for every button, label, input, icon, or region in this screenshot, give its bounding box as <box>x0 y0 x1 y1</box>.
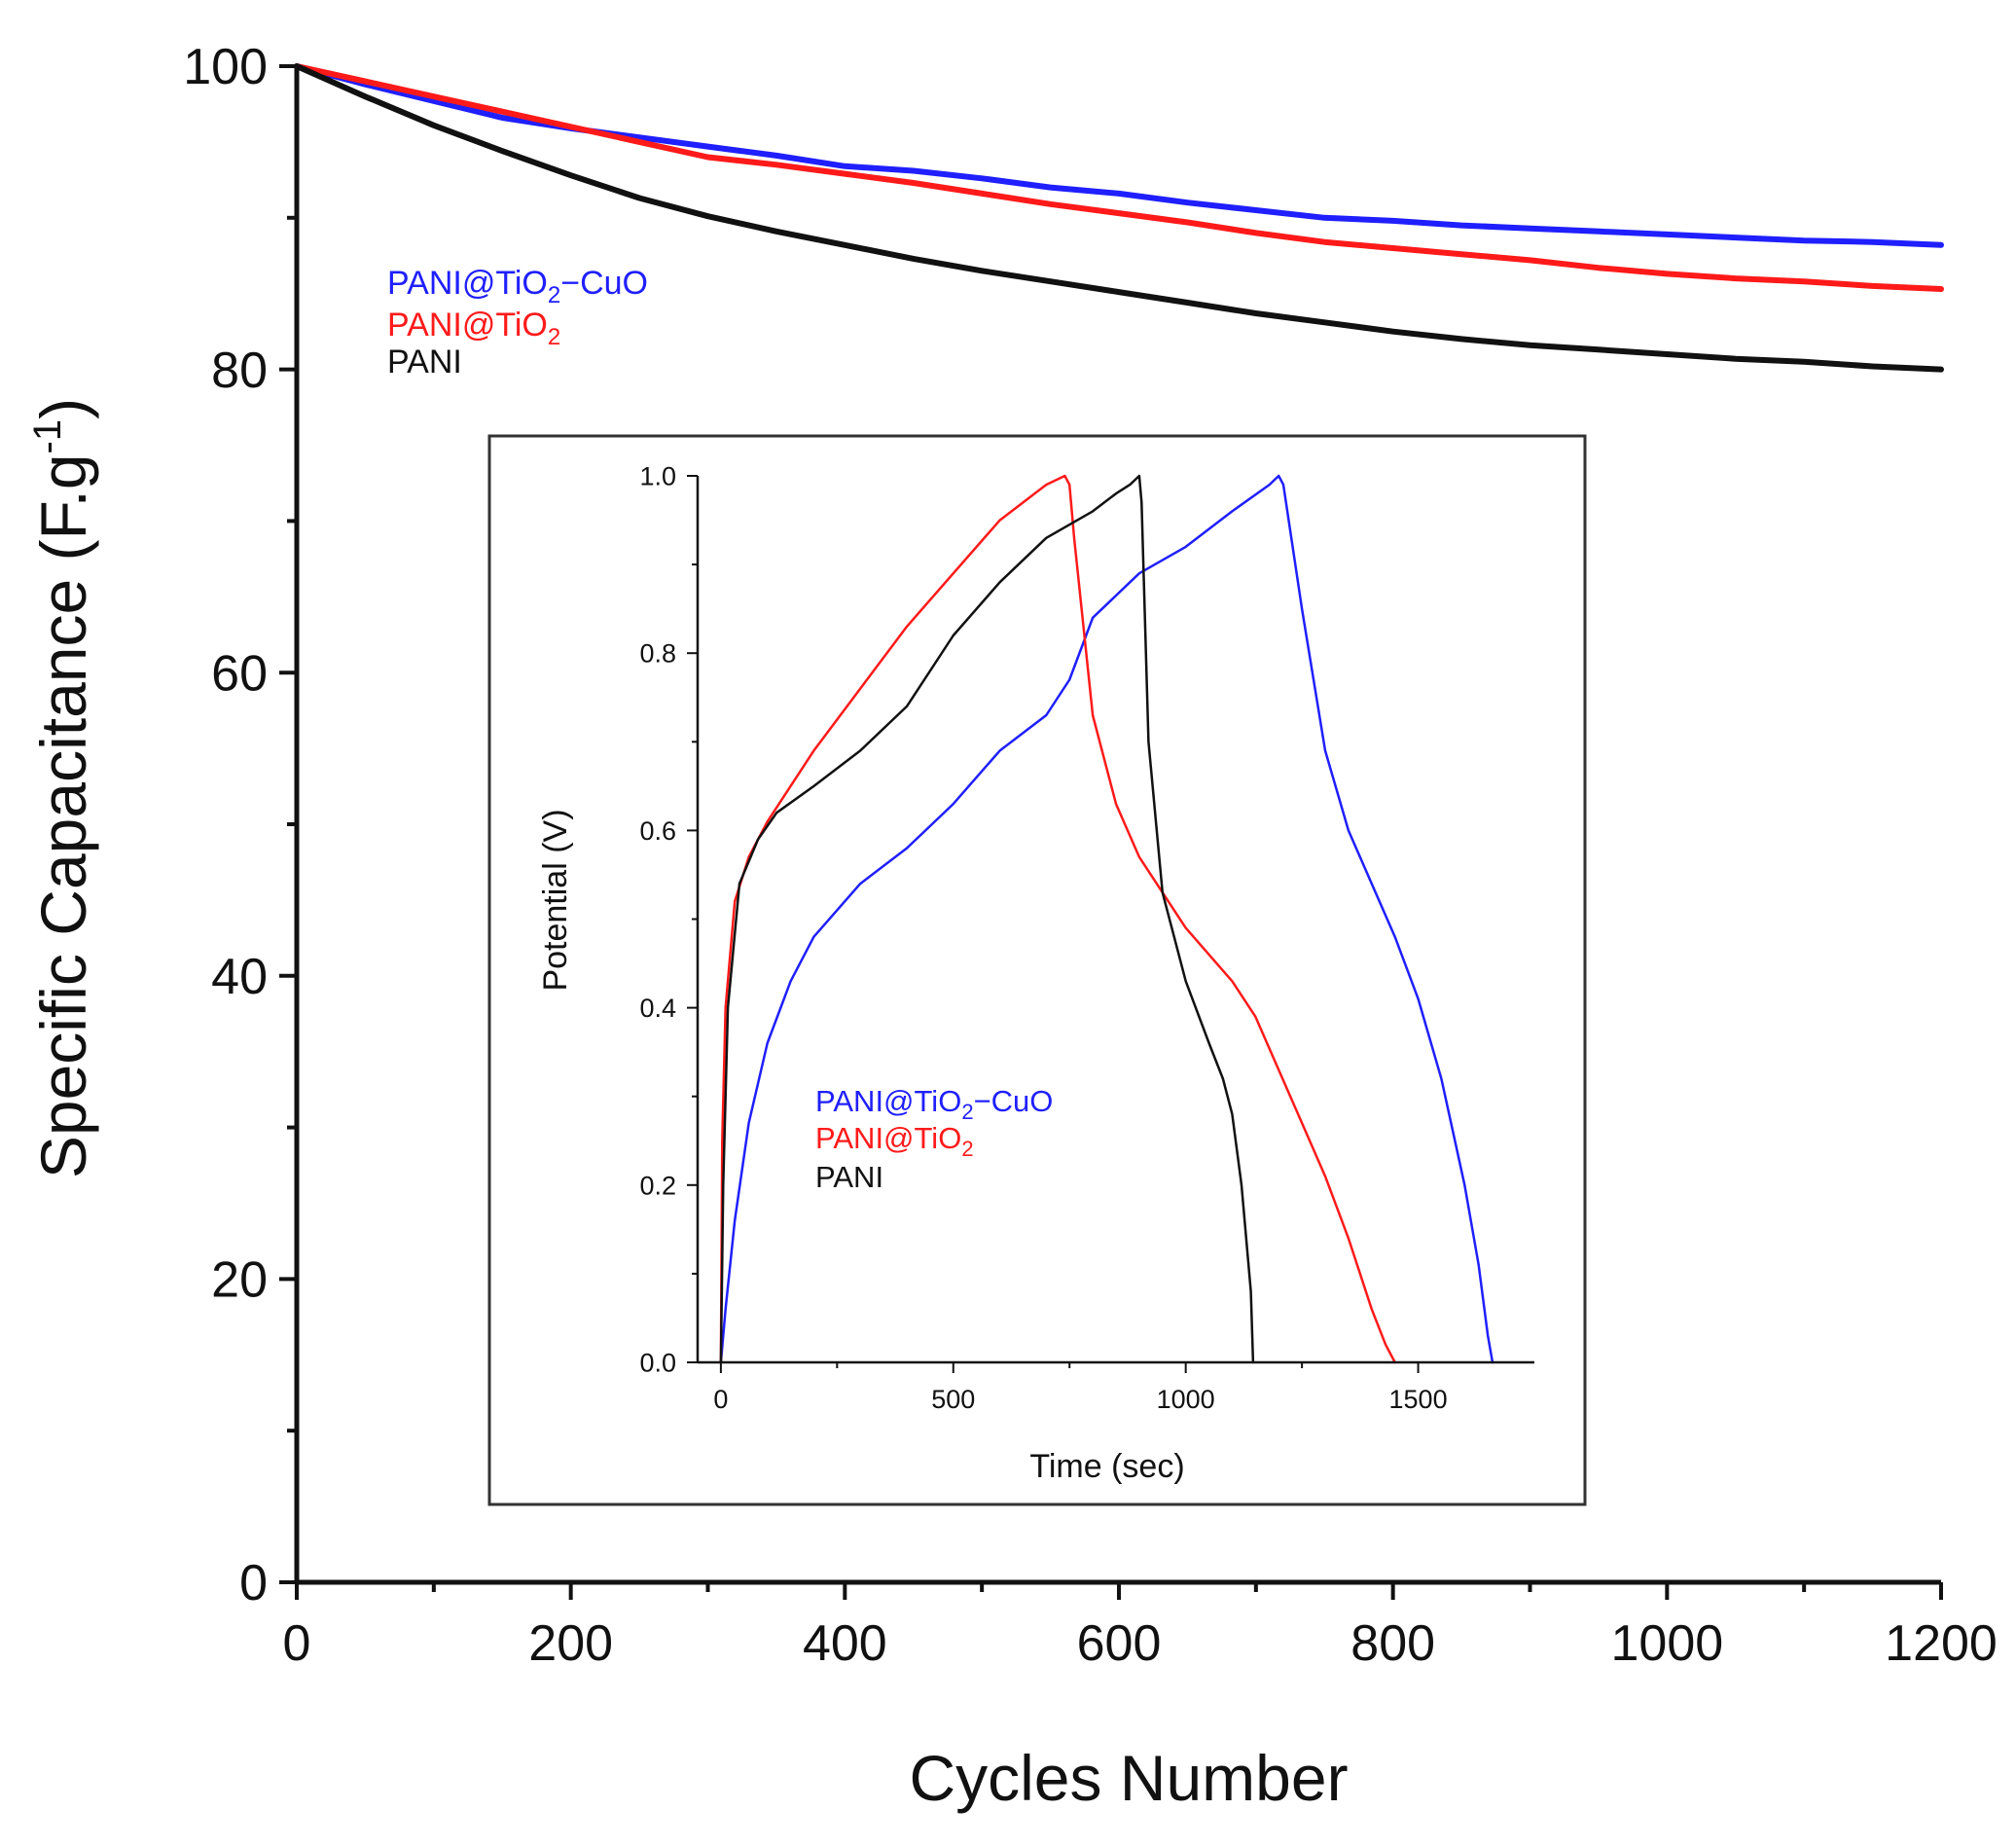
inset-frame <box>487 434 1587 1506</box>
inset-x-tick-label: 1000 <box>1157 1385 1215 1414</box>
main-y-axis-label-superscript: -1 <box>26 419 69 454</box>
main-legend-label-text: PANI@TiO <box>387 265 548 302</box>
inset-legend-label-text: PANI@TiO <box>815 1121 961 1155</box>
inset-legend-entry-pani-tio2-cuo: PANI@TiO2−CuO <box>815 1084 1053 1124</box>
main-x-tick-label: 400 <box>803 1615 887 1672</box>
main-y-tick-label: 0 <box>239 1555 268 1611</box>
main-x-tick-label: 0 <box>283 1615 311 1672</box>
main-legend: PANI@TiO2−CuO PANI@TiO2 PANI <box>387 265 648 380</box>
main-y-axis-label: Specific Capacitance (F.g-1) <box>26 398 99 1178</box>
inset-axes-group: 0 500 1000 1500 0.0 0.2 0.4 0.6 0.8 1.0 <box>639 461 1534 1414</box>
inset-legend-label-subscript: 2 <box>961 1100 973 1124</box>
main-x-tick-label: 1200 <box>1885 1615 1998 1672</box>
inset-y-tick-label: 1.0 <box>639 461 676 490</box>
main-legend-label-subscript: 2 <box>548 282 560 308</box>
main-legend-label-tail: −CuO <box>560 265 648 302</box>
main-series-group <box>294 63 1944 373</box>
inset-legend-entry-pani: PANI <box>815 1160 883 1194</box>
inset-x-tick-label: 0 <box>713 1385 728 1414</box>
main-legend-entry-pani-tio2: PANI@TiO2 <box>387 307 560 350</box>
main-x-axis-label: Cycles Number <box>909 1742 1348 1814</box>
inset-y-tick-label: 0.8 <box>639 639 676 669</box>
inset-x-tick-label: 500 <box>931 1385 975 1414</box>
inset-y-tick-label: 0.0 <box>639 1348 676 1377</box>
inset-legend-label-tail: −CuO <box>974 1084 1054 1118</box>
main-y-tick-label: 80 <box>211 343 268 399</box>
inset-legend-entry-pani-tio2: PANI@TiO2 <box>815 1121 974 1161</box>
inset-y-tick-label: 0.4 <box>639 994 676 1023</box>
inset-x-axis-label: Time (sec) <box>1029 1448 1184 1485</box>
main-x-tick-label: 1000 <box>1610 1615 1723 1672</box>
main-x-tick-label: 200 <box>528 1615 613 1672</box>
main-y-tick-label: 40 <box>211 949 268 1005</box>
main-x-tick-label: 800 <box>1350 1615 1435 1672</box>
main-legend-label-text: PANI@TiO <box>387 307 548 344</box>
inset-legend: PANI@TiO2−CuO PANI@TiO2 PANI <box>815 1084 1053 1194</box>
main-series-pani <box>294 63 1944 373</box>
main-legend-label-subscript: 2 <box>548 324 560 350</box>
inset-series-pani <box>719 474 1255 1364</box>
main-y-axis-label-text: Specific Capacitance (F.g <box>27 453 99 1178</box>
main-y-axis-label-close: ) <box>27 398 99 419</box>
main-legend-entry-pani: PANI <box>387 344 462 380</box>
inset-y-axis-label: Potential (V) <box>537 809 574 991</box>
inset-series-group <box>719 474 1494 1364</box>
inset-y-tick-label: 0.6 <box>639 816 676 846</box>
inset-legend-label-text: PANI@TiO <box>815 1084 961 1118</box>
main-x-tick-label: 600 <box>1077 1615 1162 1672</box>
main-y-tick-label: 20 <box>211 1252 268 1309</box>
main-legend-entry-pani-tio2-cuo: PANI@TiO2−CuO <box>387 265 648 308</box>
inset-x-tick-label: 1500 <box>1389 1385 1448 1414</box>
inset-y-tick-label: 0.2 <box>639 1171 676 1200</box>
inset-legend-label-subscript: 2 <box>961 1137 973 1161</box>
inset-series-pani-tio2-cuo <box>719 474 1494 1364</box>
main-series-pani-tio2 <box>294 63 1944 292</box>
main-y-tick-label: 60 <box>211 645 268 702</box>
main-y-tick-label: 100 <box>183 39 268 95</box>
